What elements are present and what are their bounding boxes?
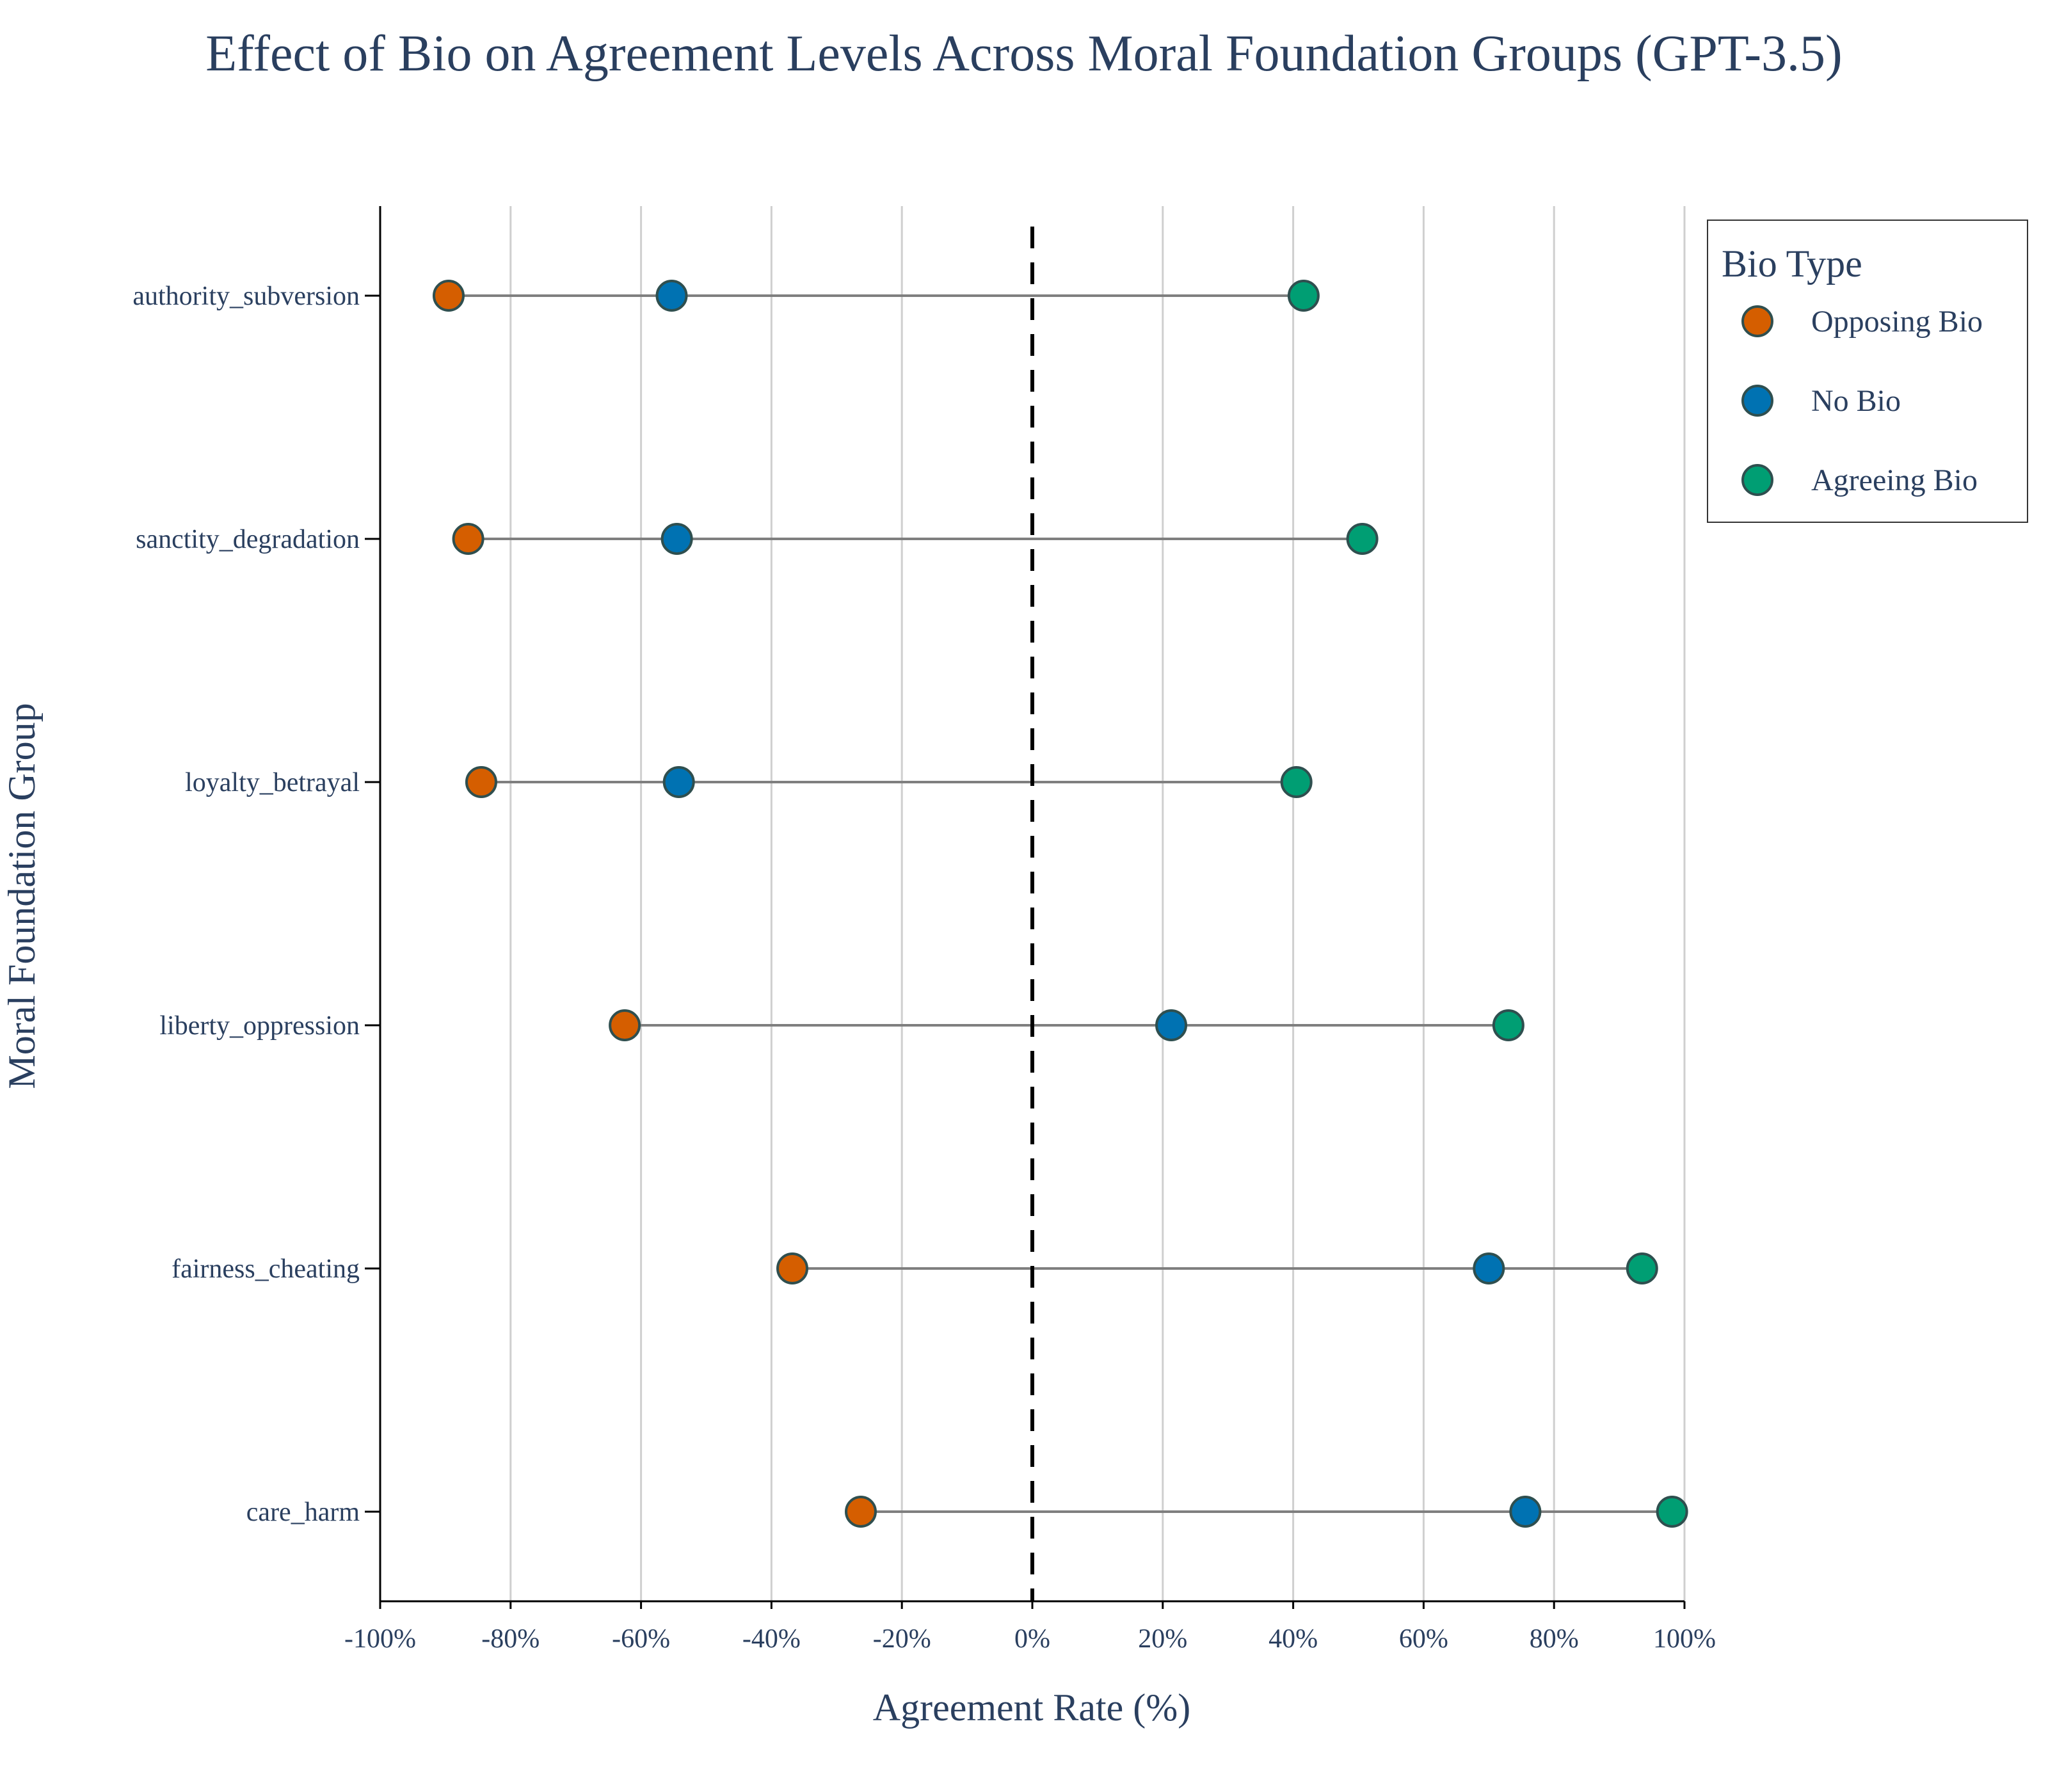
point-no-bio xyxy=(1473,1252,1505,1284)
grid-lines xyxy=(379,206,1686,1601)
point-no-bio xyxy=(662,766,695,798)
y-axis-title: Moral Foundation Group xyxy=(1,703,43,1089)
y-tick-label: authority_subversion xyxy=(132,282,360,311)
legend-marker-agreeing-bio xyxy=(1741,464,1773,496)
point-agreeing-bio xyxy=(1626,1252,1658,1284)
x-tick-label: -40% xyxy=(742,1624,801,1654)
x-tick-label: 80% xyxy=(1530,1624,1579,1654)
x-axis-title: Agreement Rate (%) xyxy=(873,1686,1190,1729)
legend-label-agreeing-bio: Agreeing Bio xyxy=(1811,463,1978,497)
point-no-bio xyxy=(655,280,688,312)
point-opposing-bio xyxy=(465,766,497,798)
x-tick-label: -60% xyxy=(612,1624,670,1654)
x-tick-label: -20% xyxy=(873,1624,931,1654)
point-agreeing-bio xyxy=(1287,280,1320,312)
point-no-bio xyxy=(1155,1009,1188,1041)
y-tick-label: care_harm xyxy=(246,1498,360,1527)
point-opposing-bio xyxy=(845,1496,877,1528)
x-tick-label: 0% xyxy=(1014,1624,1050,1654)
point-opposing-bio xyxy=(609,1009,641,1041)
data-points xyxy=(432,280,1688,1528)
legend-marker-opposing-bio xyxy=(1741,305,1773,337)
legend: Bio Type Opposing Bio No Bio Agreeing Bio xyxy=(1707,220,2028,523)
dumbbell-connectors xyxy=(448,294,1672,1513)
legend-marker-no-bio xyxy=(1741,385,1773,417)
x-tick-label: 40% xyxy=(1268,1624,1318,1654)
point-opposing-bio xyxy=(776,1252,809,1284)
point-no-bio xyxy=(1509,1496,1542,1528)
point-opposing-bio xyxy=(452,523,484,555)
legend-title: Bio Type xyxy=(1722,243,1862,285)
point-agreeing-bio xyxy=(1656,1496,1688,1528)
point-agreeing-bio xyxy=(1346,523,1379,555)
point-agreeing-bio xyxy=(1492,1009,1524,1041)
point-opposing-bio xyxy=(432,280,465,312)
point-no-bio xyxy=(660,523,693,555)
y-tick-label: loyalty_betrayal xyxy=(185,768,360,797)
legend-label-opposing-bio: Opposing Bio xyxy=(1811,305,1983,339)
legend-items: Opposing Bio No Bio Agreeing Bio xyxy=(1741,305,1983,497)
y-tick-label: fairness_cheating xyxy=(172,1254,360,1284)
axes: -100% -80% -60% -40% -20% 0% 20% 40% 60% 80% 100% a… xyxy=(132,206,1716,1654)
chart-title: Effect of Bio on Agreement Levels Across… xyxy=(205,26,1842,82)
x-tick-label: -100% xyxy=(344,1624,416,1654)
y-tick-label: liberty_oppression xyxy=(159,1011,360,1041)
y-tick-label: sanctity_degradation xyxy=(136,525,360,554)
x-tick-label: -80% xyxy=(481,1624,540,1654)
x-tick-label: 20% xyxy=(1138,1624,1187,1654)
point-agreeing-bio xyxy=(1280,766,1313,798)
x-tick-label: 100% xyxy=(1653,1624,1716,1654)
legend-label-no-bio: No Bio xyxy=(1811,384,1901,418)
x-tick-label: 60% xyxy=(1399,1624,1448,1654)
